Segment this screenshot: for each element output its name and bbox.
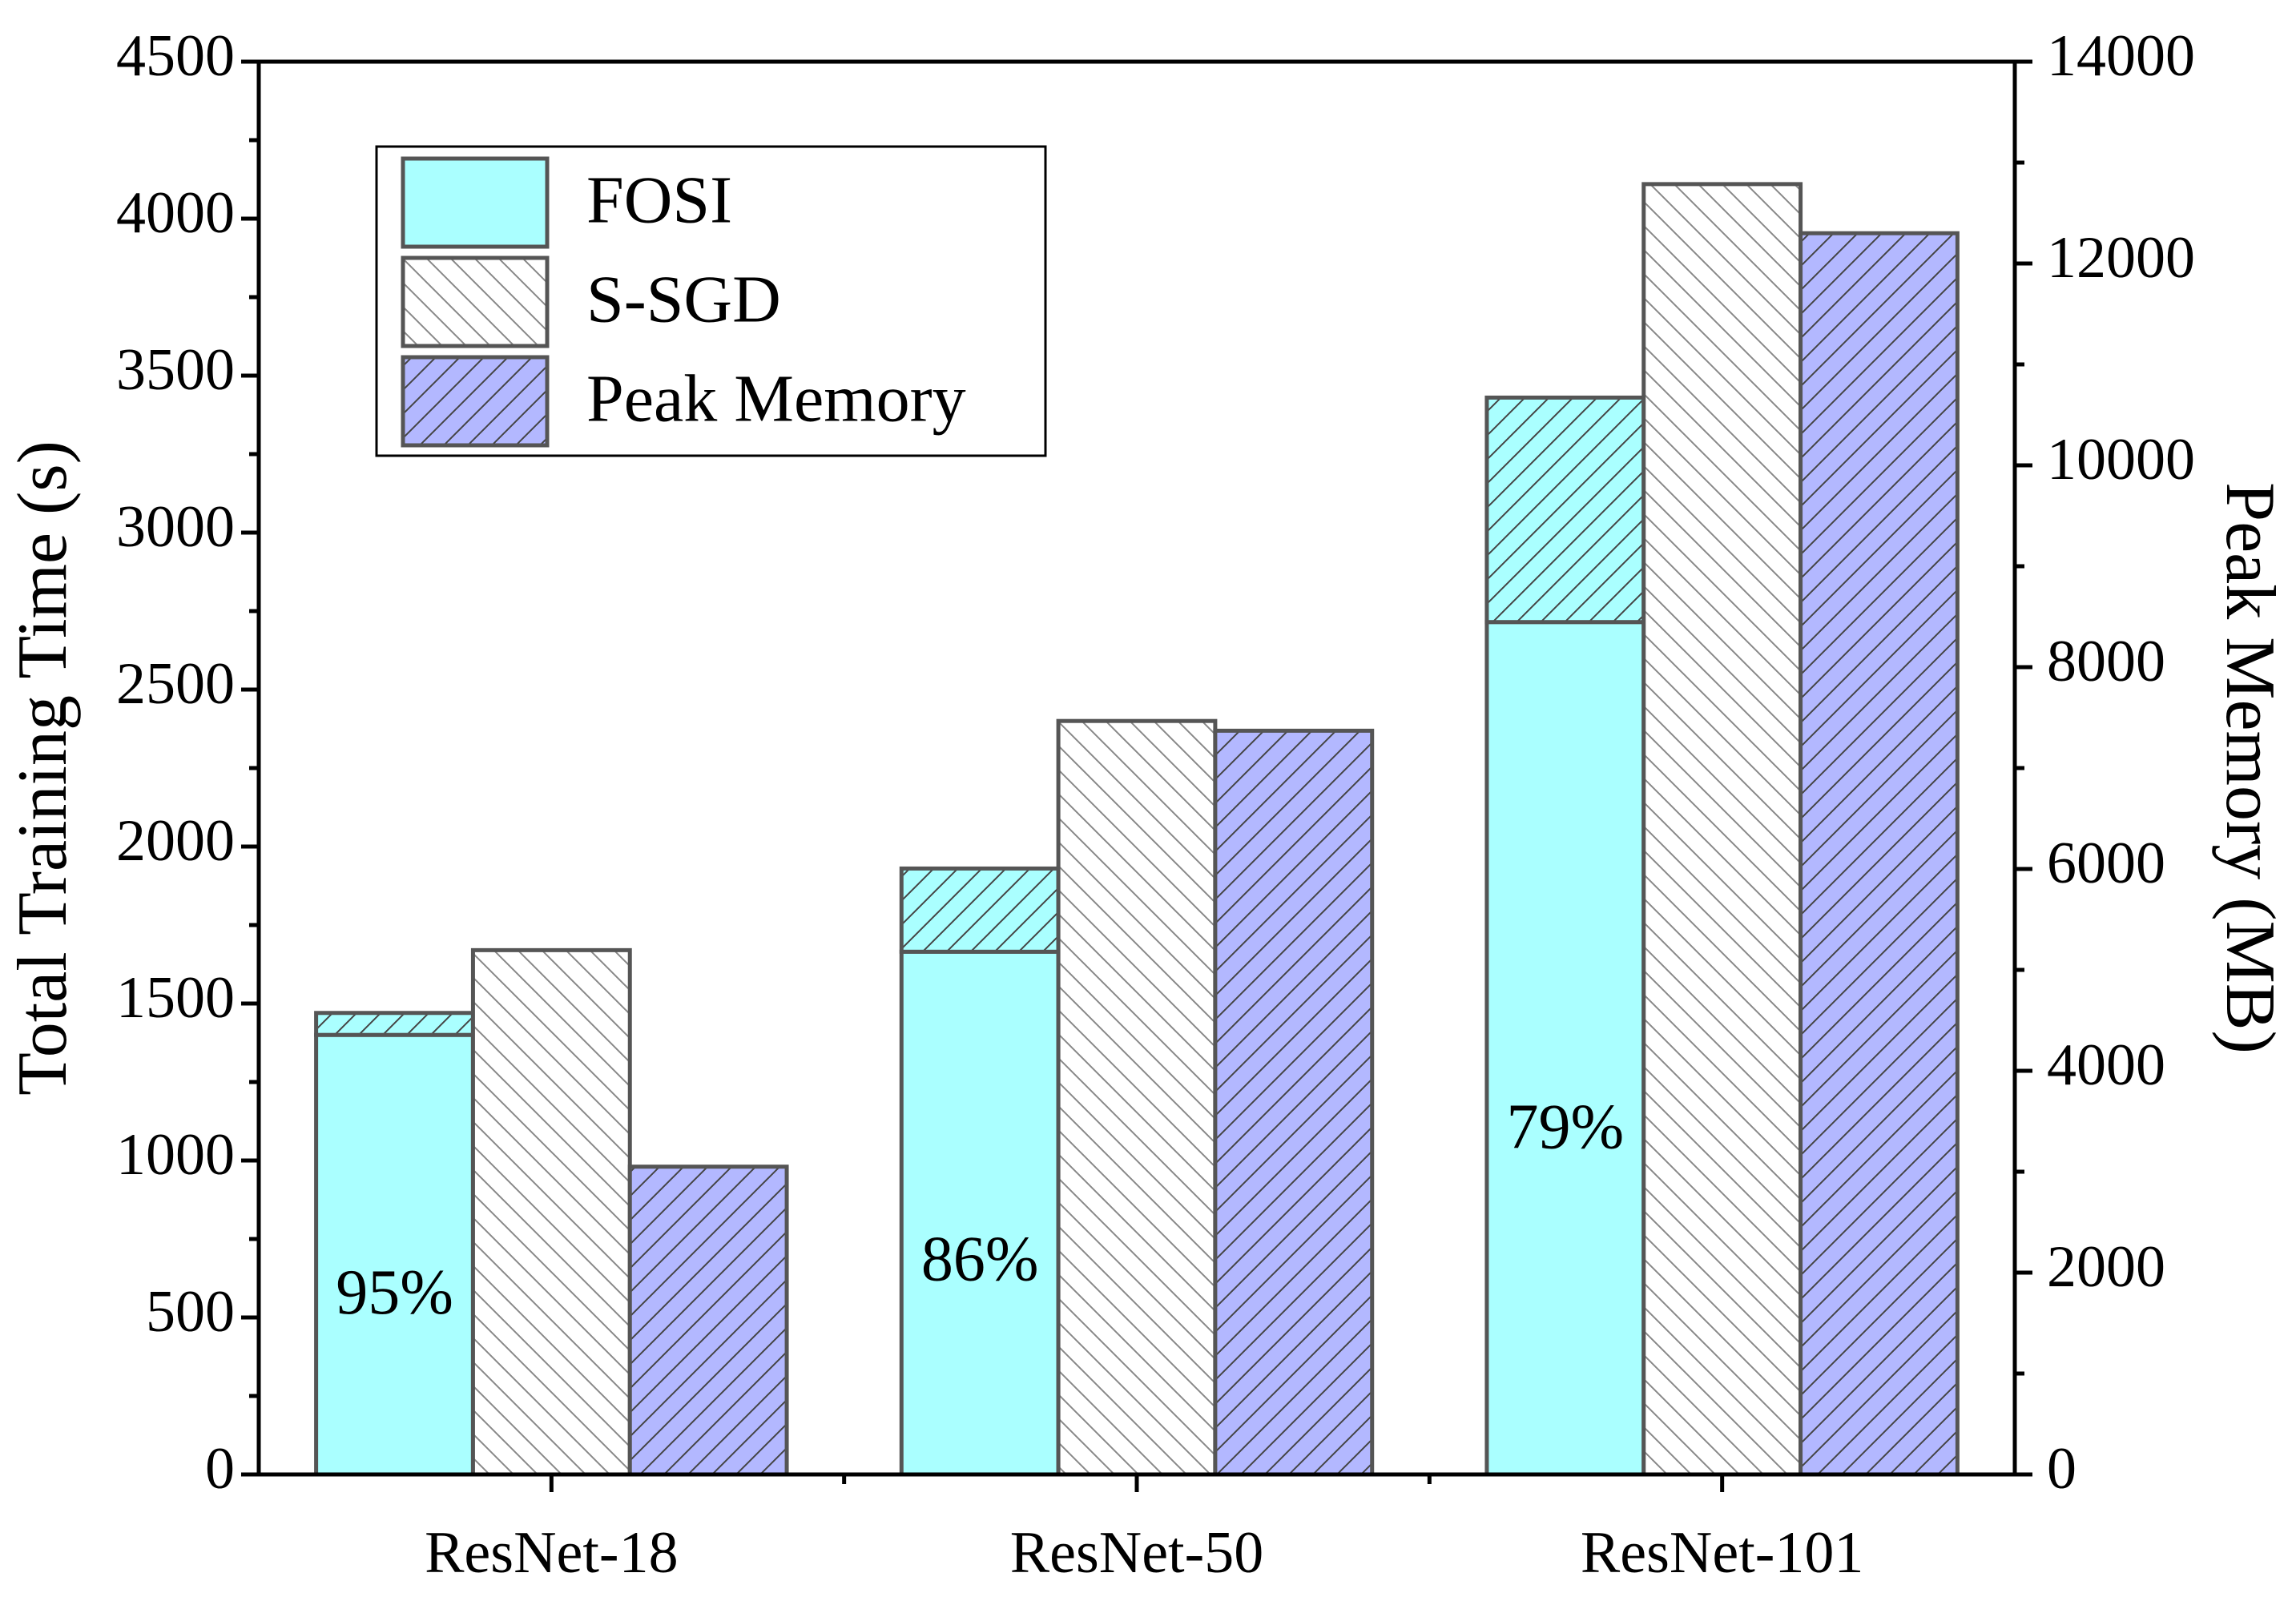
y-tick-label: 3000 [116, 494, 235, 560]
y2-tick-label: 14000 [2047, 23, 2195, 89]
bar [1486, 621, 1644, 1474]
legend-swatch [403, 159, 547, 247]
y-tick-label: 4500 [116, 23, 235, 89]
bar-hatch [316, 1012, 473, 1036]
y2-tick-label: 12000 [2047, 225, 2195, 291]
legend-label: FOSI [586, 163, 732, 237]
bar-hatch [1058, 721, 1215, 1474]
legend-swatch-outline [401, 355, 550, 448]
bar-hatch [901, 868, 1059, 952]
y-tick-label: 2500 [116, 651, 235, 717]
bar-hatch [630, 1166, 787, 1474]
legend-swatch-outline [401, 255, 550, 348]
y-tick-label: 3500 [116, 337, 235, 403]
bar-hatch [1214, 730, 1372, 1474]
legend-label: Peak Memory [586, 361, 966, 436]
y-tick-label: 0 [205, 1436, 235, 1502]
y-tick-label: 2000 [116, 808, 235, 874]
annotation: 95% [336, 1257, 453, 1328]
bar-hatch [1486, 397, 1644, 622]
y2-tick-label: 6000 [2047, 831, 2165, 896]
y-tick-label: 1000 [116, 1122, 235, 1188]
y-tick-label: 500 [146, 1279, 235, 1345]
bar-hatch [1643, 183, 1801, 1474]
y-tick-label: 1500 [116, 965, 235, 1031]
annotation: 86% [921, 1224, 1039, 1294]
y2-tick-label: 0 [2047, 1436, 2076, 1502]
y2-tick-label: 4000 [2047, 1032, 2165, 1098]
y2-tick-label: 8000 [2047, 629, 2165, 694]
bar [901, 951, 1059, 1474]
legend-label: S-SGD [586, 262, 781, 336]
legend-swatch-hatch [403, 258, 547, 346]
x-tick-label: ResNet-50 [1010, 1520, 1264, 1586]
x-tick-label: ResNet-101 [1581, 1520, 1864, 1586]
annotation: 79% [1507, 1092, 1625, 1163]
legend-swatch-outline [401, 156, 550, 249]
y2-axis-title: Peak Memory (MB) [2211, 482, 2289, 1054]
y-tick-label: 4000 [116, 180, 235, 246]
y2-tick-label: 10000 [2047, 427, 2195, 493]
bar-hatch [473, 950, 630, 1474]
bar-hatch [1800, 233, 1958, 1475]
x-tick-label: ResNet-18 [425, 1520, 679, 1586]
legend-swatch-hatch [403, 357, 547, 445]
y-axis-title: Total Training Time (s) [4, 440, 82, 1096]
y2-tick-label: 2000 [2047, 1234, 2165, 1300]
bar [316, 1035, 473, 1474]
